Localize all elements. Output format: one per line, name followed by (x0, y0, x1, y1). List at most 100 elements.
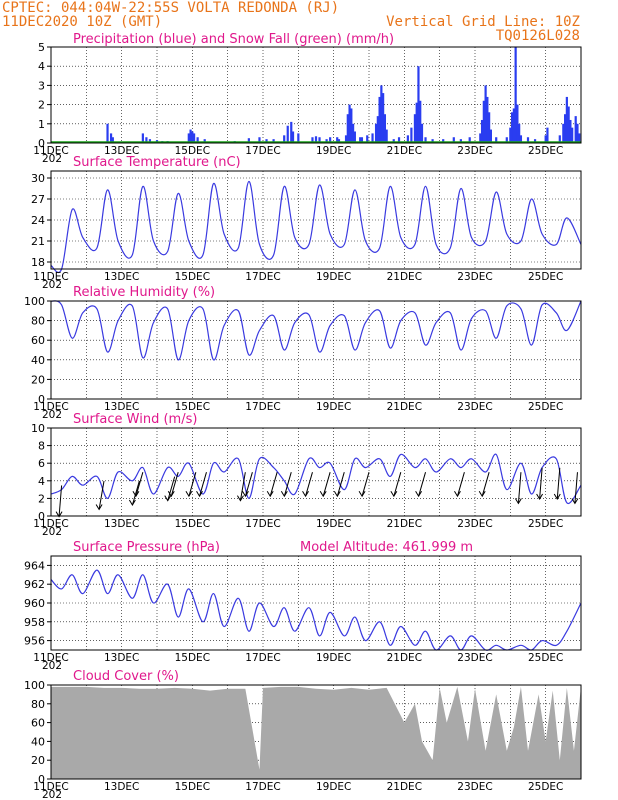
year-fragment: 202 (42, 279, 62, 291)
y-tick-label: 20 (31, 754, 45, 767)
wind-arrow-head (390, 490, 398, 498)
precip-bar (359, 137, 362, 143)
wind-arrow (456, 472, 465, 497)
y-tick-label: 956 (24, 635, 45, 648)
x-tick-label: 19DEC (316, 145, 351, 157)
init-time: 11DEC2020 10Z (GMT) (2, 14, 162, 30)
wind-arrow-head (514, 498, 522, 505)
precip-bar (518, 123, 521, 143)
y-tick-label: 10 (31, 422, 45, 435)
year-fragment: 202 (42, 153, 62, 165)
precip-bar (196, 137, 199, 143)
precip-bar (576, 123, 579, 143)
x-tick-label: 23DEC (457, 781, 492, 793)
y-tick-label: 4 (38, 60, 45, 73)
precip-bar (558, 135, 561, 143)
wind-arrow (170, 472, 179, 497)
wind-arrow (336, 472, 345, 497)
precip-bar (546, 127, 549, 143)
wind-arrow (393, 472, 402, 497)
year-fragment: 202 (42, 789, 62, 800)
precip-bar (272, 139, 275, 143)
wind-arrow-head (478, 490, 486, 498)
cloud-title: Cloud Cover (%) (73, 669, 179, 684)
precip-bar (578, 133, 581, 143)
wind-arrow-head (266, 490, 274, 498)
precip-bar (420, 123, 424, 143)
precip-bar (562, 123, 565, 143)
precip-bar (505, 137, 508, 143)
y-tick-label: 958 (24, 616, 45, 629)
x-tick-label: 11DEC (33, 401, 68, 413)
x-tick-label: 17DEC (245, 401, 280, 413)
x-tick-label: 13DEC (104, 652, 139, 664)
precip-bar (419, 100, 422, 143)
y-tick-label: 80 (31, 698, 45, 711)
wind-arrow-head (536, 493, 544, 501)
precip-bar (410, 127, 413, 143)
x-tick-label: 11DEC (33, 518, 68, 530)
precip-bar (383, 114, 386, 143)
wind-arrow-head (237, 495, 244, 502)
precip-bar (374, 123, 378, 143)
precip-bar (258, 137, 261, 143)
y-tick-label: 100 (24, 295, 45, 308)
location-header: CPTEC: 044:04W-22:55S VOLTA REDONDA (RJ) (2, 0, 339, 16)
precip-bar (571, 127, 574, 143)
x-tick-label: 13DEC (104, 781, 139, 793)
x-tick-label: 25DEC (528, 145, 563, 157)
y-tick-label: 80 (31, 315, 45, 328)
y-tick-label: 962 (24, 578, 45, 591)
x-tick-label: 11DEC (33, 145, 68, 157)
precip-bar (336, 137, 339, 143)
x-tick-label: 25DEC (528, 401, 563, 413)
precip-bar (526, 137, 530, 143)
precip-bar (141, 133, 144, 143)
temperature-frame (50, 170, 582, 270)
y-tick-label: 60 (31, 717, 45, 730)
wind-arrow (481, 472, 490, 497)
precip-bar (509, 127, 512, 143)
precip-bar (413, 114, 417, 143)
precip-bar (187, 133, 190, 143)
precip-bar (514, 47, 517, 143)
cloud-frame (50, 684, 582, 780)
precip-bar (406, 135, 409, 143)
precip-bar (484, 85, 487, 143)
precip-bar (371, 133, 374, 143)
precip-bar (297, 133, 300, 143)
pressure-title: Surface Pressure (hPa) (73, 540, 220, 555)
vertical-grid-note: Vertical Grid Line: 10Z (386, 14, 580, 30)
y-tick-label: 27 (31, 193, 45, 206)
precip-bar (567, 106, 570, 143)
precip-bar (189, 129, 192, 143)
wind-arrow-head (553, 493, 561, 501)
wind-arrow (305, 472, 313, 497)
precip-bar (489, 129, 492, 143)
wind-arrow-head (95, 504, 103, 511)
wind-frame (50, 427, 582, 517)
wind-arrow (131, 480, 140, 506)
x-tick-label: 21DEC (387, 145, 422, 157)
wind-title: Surface Wind (m/s) (73, 412, 197, 427)
y-tick-label: 5 (38, 41, 45, 54)
wind-series-line (50, 453, 582, 505)
precip-bar (366, 135, 369, 143)
precip-bar (480, 119, 484, 143)
precip-bar (111, 137, 114, 143)
precip-bar (482, 100, 485, 143)
precip-bar (442, 139, 445, 143)
precip-bar (544, 135, 547, 143)
wind-arrow-head (415, 490, 423, 498)
y-tick-label: 960 (24, 597, 45, 610)
precip-bar (353, 131, 356, 143)
temperature-panel: 18 21 24 27 30 Surface Temperature (nC) 11DEC 1… (31, 155, 582, 291)
precip-bar (283, 135, 286, 143)
wind-arrow-head (55, 511, 63, 518)
precip-bar (479, 133, 482, 143)
x-tick-label: 17DEC (245, 145, 280, 157)
x-tick-label: 25DEC (528, 652, 563, 664)
humidity-series-line (50, 300, 582, 361)
precip-bar (564, 114, 567, 143)
